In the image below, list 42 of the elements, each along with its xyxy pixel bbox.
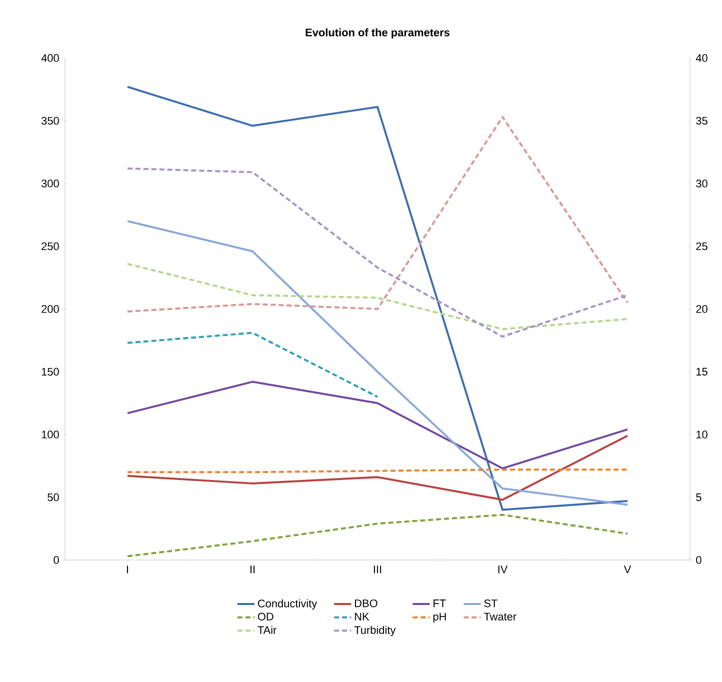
y2-tick-label: 25	[696, 242, 708, 250]
legend-label: Turbidity	[354, 626, 396, 636]
y2-tick-label: 30	[696, 180, 708, 188]
y-tick-label: 400	[41, 54, 59, 62]
legend-label: Twater	[484, 612, 516, 620]
chart-title: Evolution of the parameters	[306, 28, 450, 38]
y2-tick-label: 0	[696, 556, 702, 564]
legend-label: ST	[484, 599, 498, 608]
x-tick-label: V	[624, 566, 632, 574]
line-series	[126, 262, 629, 330]
x-tick-label: I	[126, 566, 128, 574]
x-tick-label: II	[250, 566, 255, 574]
line-series	[126, 514, 629, 558]
y-tick-label: 200	[42, 305, 59, 313]
y-tick-label: 300	[41, 180, 59, 188]
y2-tick-label: 40	[696, 54, 708, 62]
y-tick-label: 150	[42, 368, 59, 376]
line-series	[126, 434, 629, 501]
legend-label: FT	[434, 600, 446, 608]
legend-label: pH	[433, 612, 446, 623]
legend-label: Conductivity	[258, 599, 318, 610]
legend-label: TAir	[258, 626, 277, 634]
y-tick-label: 50	[48, 493, 59, 502]
line-series	[126, 220, 629, 506]
y2-tick-label: 5	[696, 493, 702, 502]
line-series	[126, 167, 629, 338]
y-tick-label: 350	[41, 116, 59, 125]
y-tick-label: 250	[42, 242, 59, 250]
y2-tick-label: 20	[696, 305, 708, 313]
legend-label: NK	[355, 612, 370, 620]
y2-tick-label: 15	[696, 368, 708, 376]
x-tick-label: III	[374, 566, 382, 574]
y-tick-label: 100	[42, 430, 59, 438]
legend-label: OD	[258, 612, 274, 621]
x-tick-label: IV	[498, 566, 508, 574]
line-series	[126, 380, 629, 470]
line-series	[126, 116, 629, 313]
legend-label: DBO	[355, 599, 378, 608]
y2-tick-label: 35	[696, 116, 708, 125]
y2-tick-label: 10	[696, 430, 708, 438]
line-series	[126, 86, 629, 511]
y-tick-label: 0	[54, 556, 59, 564]
